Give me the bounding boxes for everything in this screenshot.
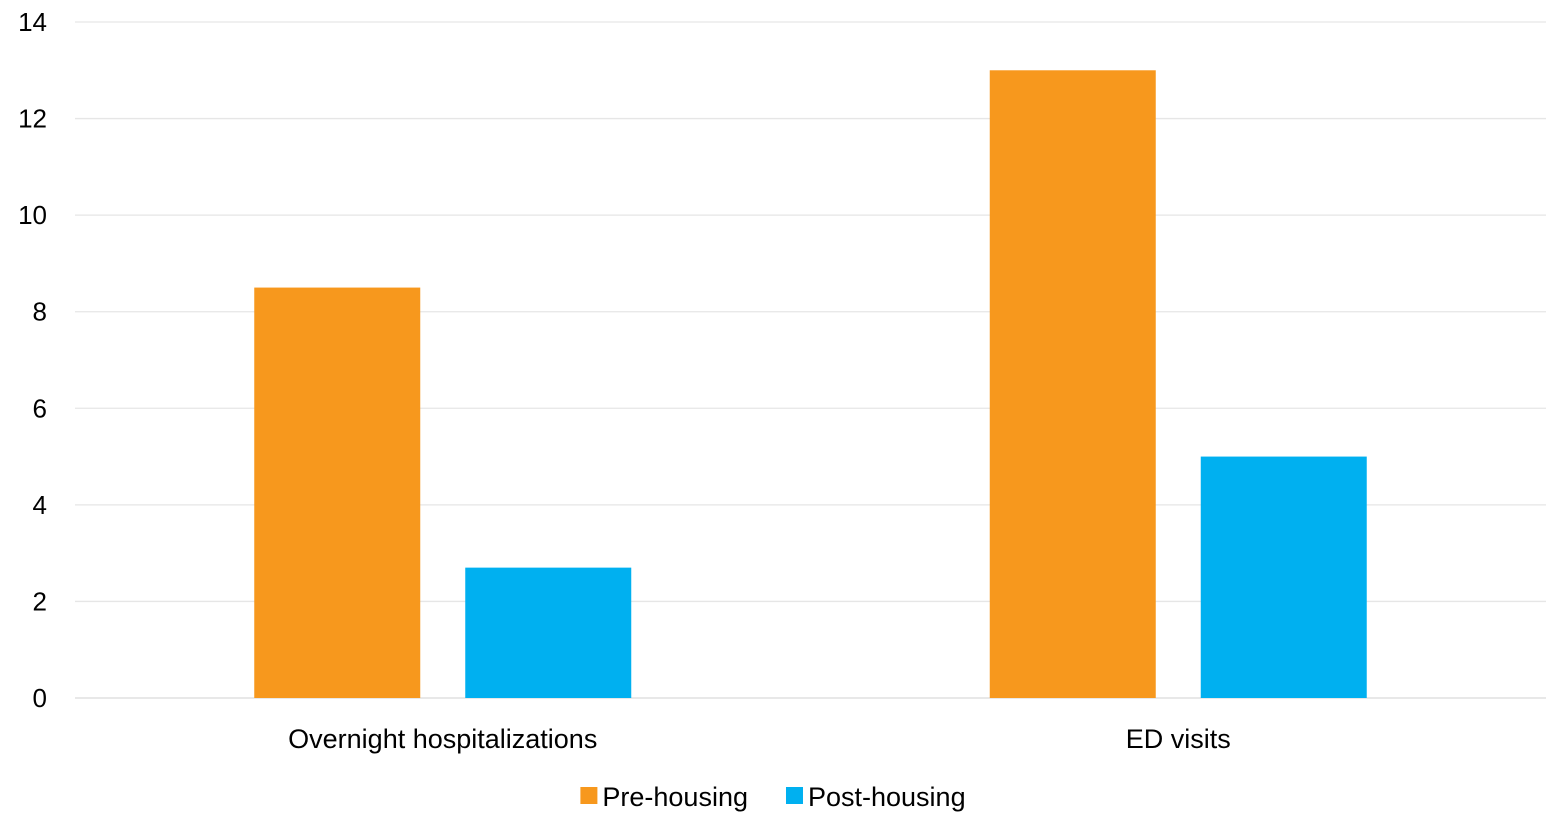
y-tick-label: 8 [33, 297, 47, 327]
legend: Pre-housing Post-housing [580, 782, 966, 812]
legend-item-pre-housing: Pre-housing [580, 782, 748, 812]
y-tick-label: 10 [18, 200, 47, 230]
x-category-label: ED visits [1126, 724, 1231, 754]
y-tick-label: 14 [18, 7, 47, 37]
legend-label: Post-housing [808, 782, 966, 812]
bar-post-housing-0 [465, 567, 632, 698]
bar-post-housing-1 [1200, 456, 1367, 698]
bar-pre-housing-0 [254, 287, 421, 698]
x-axis-category-labels: Overnight hospitalizations ED visits [288, 724, 1231, 754]
bar-pre-housing-1 [989, 70, 1156, 699]
bars [254, 70, 1367, 699]
legend-label: Pre-housing [602, 782, 748, 812]
y-tick-label: 2 [33, 586, 47, 616]
x-category-label: Overnight hospitalizations [288, 724, 597, 754]
legend-item-post-housing: Post-housing [785, 782, 966, 812]
y-tick-label: 0 [33, 683, 47, 713]
legend-swatch [580, 787, 598, 804]
y-axis-tick-labels: 0 2 4 6 8 10 12 14 [18, 7, 47, 713]
y-tick-label: 6 [33, 393, 47, 423]
legend-swatch [785, 787, 803, 804]
y-tick-label: 12 [18, 104, 47, 134]
y-tick-label: 4 [33, 490, 47, 520]
